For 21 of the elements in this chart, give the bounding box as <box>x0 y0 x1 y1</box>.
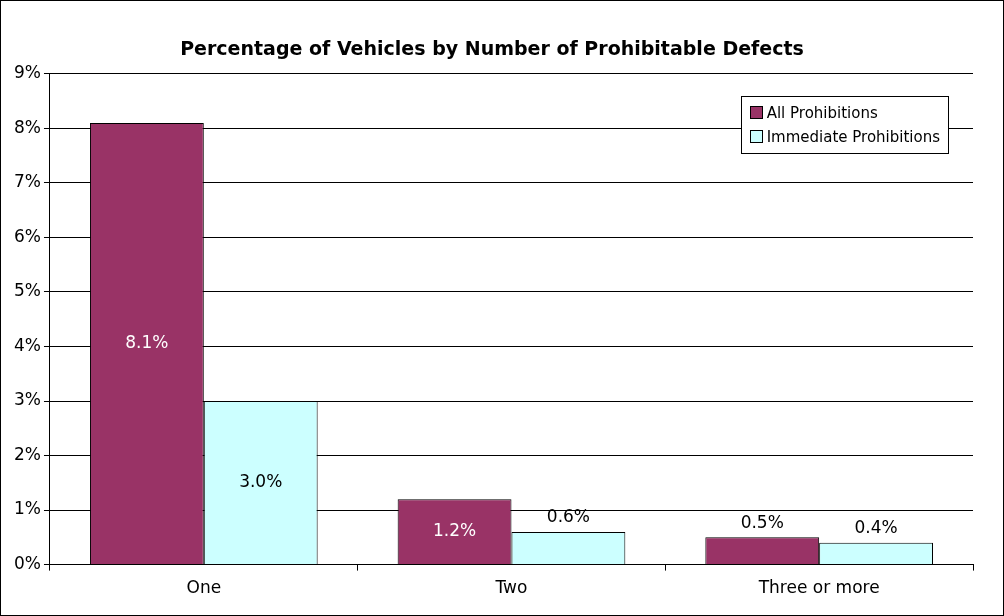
y-tick-label: 4% <box>13 334 41 355</box>
data-label: 1.2% <box>432 520 477 541</box>
data-label: 0.5% <box>740 511 784 532</box>
y-tick-label: 1% <box>13 498 41 519</box>
x-tick-label: Three or more <box>757 577 880 598</box>
chart-title: Percentage of Vehicles by Number of Prohibitable Defects <box>180 37 804 60</box>
y-tick-label: 9% <box>13 62 41 83</box>
data-label: 3.0% <box>239 470 283 491</box>
y-tick-label: 5% <box>13 280 41 301</box>
legend-label: All Prohibitions <box>765 102 879 124</box>
x-tick-label: Two <box>494 577 528 598</box>
data-label: 0.4% <box>854 517 898 538</box>
y-tick-label: 6% <box>13 225 41 246</box>
y-tick-label: 8% <box>13 116 41 137</box>
x-tick-label: One <box>186 577 222 598</box>
legend-label: Immediate Prohibitions <box>765 126 940 148</box>
y-tick-label: 0% <box>13 553 41 574</box>
y-tick-label: 3% <box>13 389 41 410</box>
y-tick-label: 7% <box>13 171 41 192</box>
y-tick-label: 2% <box>13 443 41 464</box>
data-label: 8.1% <box>125 331 169 352</box>
